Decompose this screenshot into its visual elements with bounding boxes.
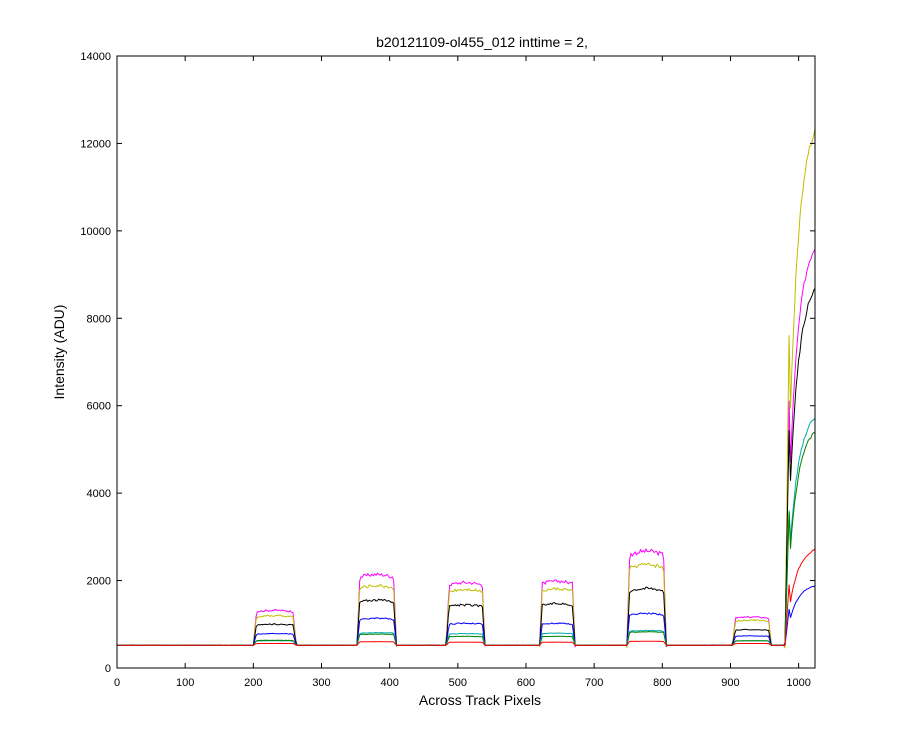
series-line	[116, 288, 816, 647]
x-tick-label: 0	[114, 677, 120, 689]
y-tick-label: 12000	[80, 138, 111, 150]
x-tick-label: 200	[244, 677, 262, 689]
y-tick-label: 0	[105, 663, 111, 675]
x-axis-label: Across Track Pixels	[419, 692, 541, 708]
x-tick-label: 800	[653, 677, 671, 689]
y-tick-label: 6000	[87, 401, 111, 413]
series-line	[116, 432, 816, 647]
y-tick-label: 14000	[80, 51, 111, 63]
x-tick-label: 600	[517, 677, 535, 689]
x-tick-label: 700	[585, 677, 603, 689]
x-tick-label: 1000	[786, 677, 810, 689]
chart-title: b20121109-ol455_012 inttime = 2,	[376, 34, 588, 50]
y-axis-label: Intensity (ADU)	[51, 305, 67, 400]
y-tick-label: 10000	[80, 226, 111, 238]
y-tick-label: 8000	[87, 313, 111, 325]
x-tick-label: 100	[176, 677, 194, 689]
y-tick-label: 2000	[87, 576, 111, 588]
series-line	[116, 548, 816, 647]
plot-frame	[116, 55, 816, 669]
x-tick-label: 900	[721, 677, 739, 689]
x-axis: 0 100 200 300 400 500 600 700 800 900 1000	[114, 56, 811, 689]
series-line	[116, 128, 816, 649]
x-tick-label: 500	[449, 677, 467, 689]
series-line	[116, 249, 816, 648]
series-line	[116, 417, 816, 647]
series-layer	[116, 128, 816, 649]
y-tick-label: 4000	[87, 488, 111, 500]
x-tick-label: 400	[380, 677, 398, 689]
y-axis: 0 2000 4000 6000 8000 10000 12000 14000	[80, 51, 815, 675]
x-tick-label: 300	[312, 677, 330, 689]
